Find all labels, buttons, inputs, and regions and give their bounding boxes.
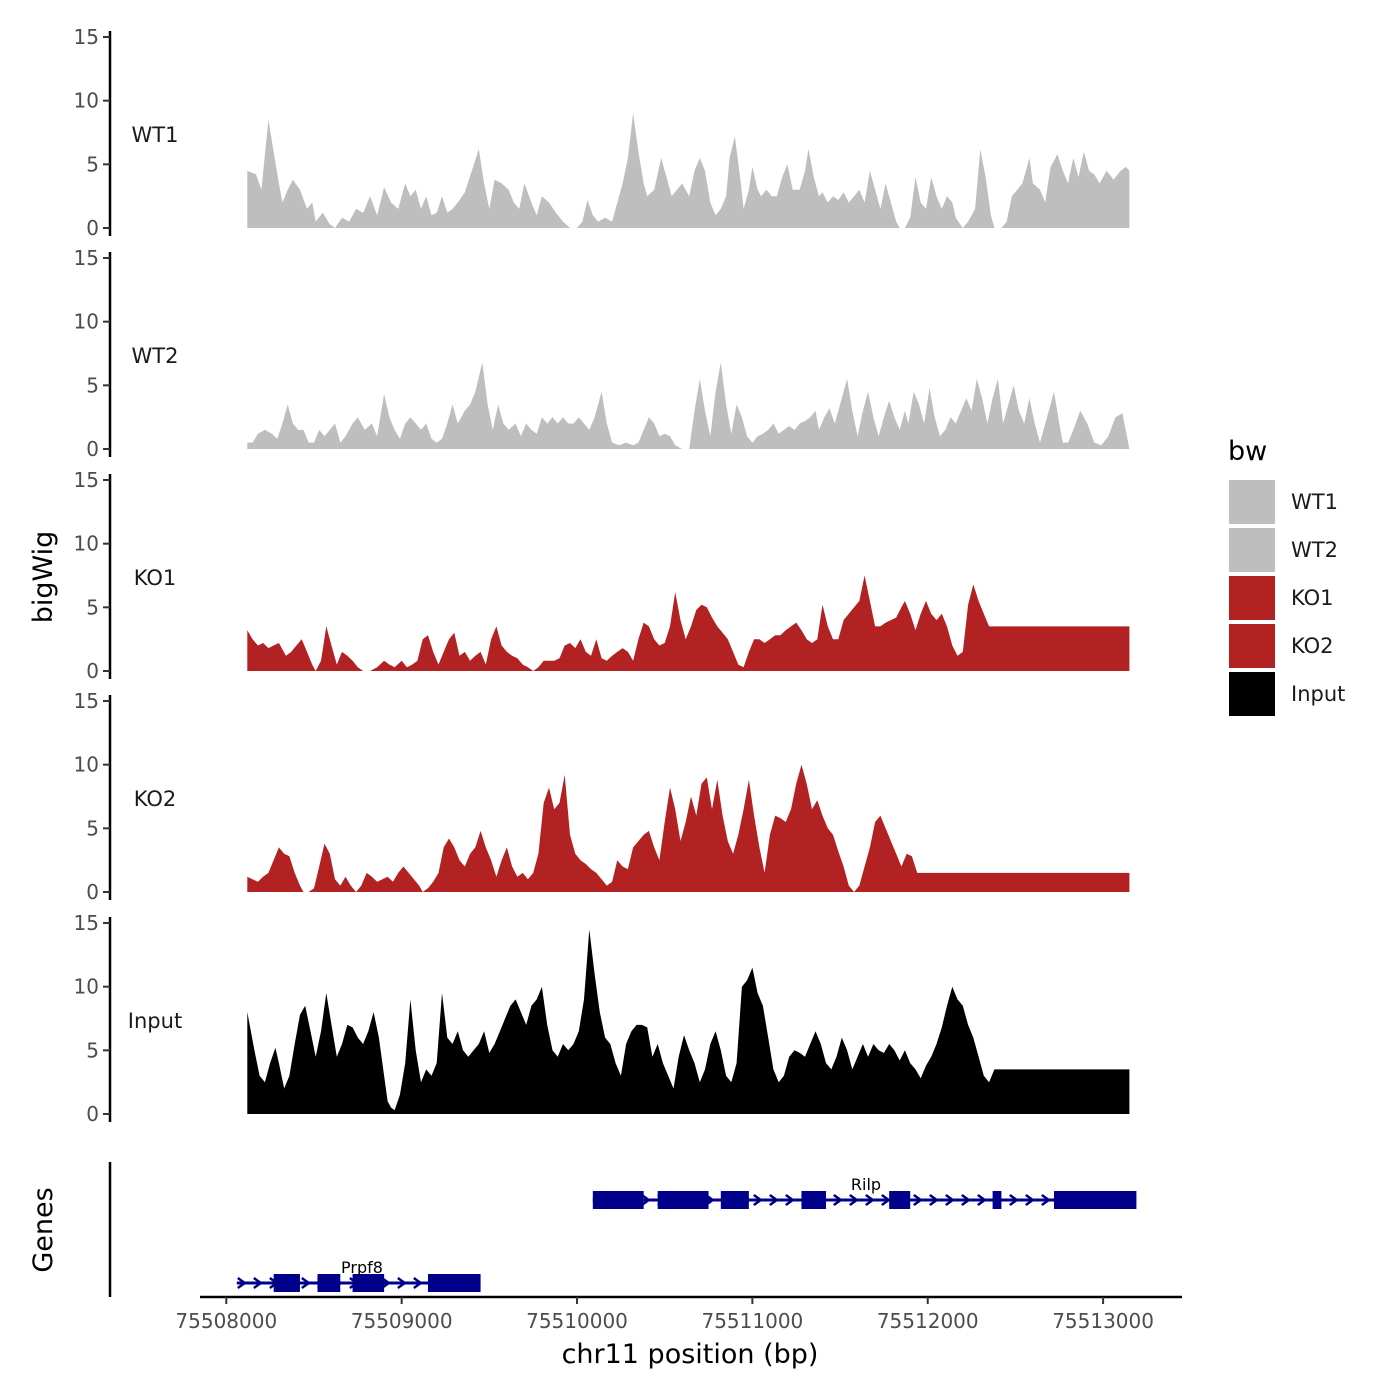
x-axis-title: chr11 position (bp) xyxy=(562,1339,819,1370)
exon-block xyxy=(1053,1191,1137,1209)
x-tick-label: 75509000 xyxy=(351,1309,453,1333)
legend-swatch-input xyxy=(1229,672,1275,716)
track-ko2: 0 5 10 15 KO2 xyxy=(74,689,1130,904)
strand-arrow xyxy=(929,1193,939,1207)
signal-tracks: 0 5 10 15 WT1 0 5 10 15 WT2 0 5 10 15 KO1 0 5 10 15 KO2 0 5 10… xyxy=(74,25,1130,1126)
strand-arrow xyxy=(301,1276,311,1290)
y-tick-label: 0 xyxy=(86,1102,99,1126)
strand-arrow xyxy=(849,1193,859,1207)
legend-label: WT1 xyxy=(1291,490,1338,514)
gene-rilp: Rilp xyxy=(592,1175,1137,1209)
strand-arrow xyxy=(945,1193,955,1207)
x-tick-label: 75512000 xyxy=(877,1309,979,1333)
area-wt1 xyxy=(247,113,1130,228)
y-tick-label: 10 xyxy=(74,975,99,999)
strand-arrow xyxy=(961,1193,971,1207)
track-label: WT1 xyxy=(132,123,179,147)
strand-arrow xyxy=(833,1193,843,1207)
strand-arrow xyxy=(753,1193,763,1207)
y-tick-label: 10 xyxy=(74,89,99,113)
legend-swatch-ko1 xyxy=(1229,576,1275,620)
strand-arrow xyxy=(865,1193,875,1207)
legend-swatch-wt1 xyxy=(1229,480,1275,524)
y-tick-label: 15 xyxy=(74,25,99,49)
exon-block xyxy=(992,1191,1002,1209)
strand-arrow xyxy=(1009,1193,1019,1207)
y-tick-label: 0 xyxy=(86,437,99,461)
y-tick-label: 15 xyxy=(74,911,99,935)
legend-title: bw xyxy=(1228,436,1267,467)
strand-arrow xyxy=(381,1276,391,1290)
legend-label: Input xyxy=(1291,682,1345,706)
strand-arrow xyxy=(237,1276,247,1290)
y-tick-label: 10 xyxy=(74,310,99,334)
exon-block xyxy=(889,1191,911,1209)
track-label: Input xyxy=(128,1009,182,1033)
gene-prpf8: Prpf8 xyxy=(236,1258,481,1292)
strand-arrow xyxy=(413,1276,423,1290)
legend-swatch-ko2 xyxy=(1229,624,1275,668)
track-ko1: 0 5 10 15 KO1 xyxy=(74,468,1130,683)
legend: bw WT1 WT2 KO1 KO2 Input xyxy=(1228,436,1345,716)
strand-arrow xyxy=(769,1193,779,1207)
exon-block xyxy=(592,1191,644,1209)
legend-label: WT2 xyxy=(1291,538,1338,562)
exon-block xyxy=(657,1191,709,1209)
strand-arrow xyxy=(913,1193,923,1207)
y-axis-title: bigWig xyxy=(28,531,59,624)
y-tick-label: 10 xyxy=(74,532,99,556)
area-input xyxy=(247,929,1130,1114)
x-tick-label: 75513000 xyxy=(1052,1309,1154,1333)
strand-arrow xyxy=(1025,1193,1035,1207)
y-tick-label: 10 xyxy=(74,753,99,777)
y-tick-label: 0 xyxy=(86,880,99,904)
track-label: KO2 xyxy=(134,787,177,811)
track-label: WT2 xyxy=(132,344,179,368)
y-tick-label: 15 xyxy=(74,468,99,492)
strand-arrow xyxy=(785,1193,795,1207)
exon-block xyxy=(273,1274,300,1292)
genes-track-title: Genes xyxy=(28,1187,59,1272)
track-wt2: 0 5 10 15 WT2 xyxy=(74,246,1130,461)
strand-arrow xyxy=(881,1193,891,1207)
y-tick-label: 0 xyxy=(86,216,99,240)
y-tick-label: 15 xyxy=(74,689,99,713)
gene-label: Rilp xyxy=(851,1175,881,1194)
x-tick-label: 75510000 xyxy=(526,1309,628,1333)
gene-annotation-track: Rilp Prpf8 xyxy=(108,1162,1137,1297)
strand-arrow xyxy=(253,1276,263,1290)
x-axis: 75508000 75509000 75510000 75511000 75512000… xyxy=(175,1295,1182,1333)
legend-label: KO1 xyxy=(1291,586,1334,610)
track-input: 0 5 10 15 Input xyxy=(74,911,1130,1126)
exon-block xyxy=(427,1274,481,1292)
y-tick-label: 15 xyxy=(74,246,99,270)
legend-swatch-wt2 xyxy=(1229,528,1275,572)
legend-label: KO2 xyxy=(1291,634,1334,658)
area-ko2 xyxy=(247,764,1130,892)
x-tick-label: 75508000 xyxy=(175,1309,277,1333)
exon-block xyxy=(352,1274,385,1292)
y-tick-label: 0 xyxy=(86,659,99,683)
y-tick-label: 5 xyxy=(86,373,99,397)
gene-label: Prpf8 xyxy=(341,1258,383,1277)
strand-arrow xyxy=(641,1193,651,1207)
exon-block xyxy=(317,1274,341,1292)
exon-block xyxy=(801,1191,827,1209)
y-tick-label: 5 xyxy=(86,595,99,619)
y-tick-label: 5 xyxy=(86,152,99,176)
area-ko1 xyxy=(247,575,1130,671)
x-tick-label: 75511000 xyxy=(701,1309,803,1333)
area-wt2 xyxy=(247,362,1130,449)
strand-arrow xyxy=(977,1193,987,1207)
y-tick-label: 5 xyxy=(86,1038,99,1062)
y-tick-label: 5 xyxy=(86,816,99,840)
track-label: KO1 xyxy=(134,566,177,590)
exon-block xyxy=(720,1191,749,1209)
strand-arrow xyxy=(397,1276,407,1290)
strand-arrow xyxy=(1041,1193,1051,1207)
track-wt1: 0 5 10 15 WT1 xyxy=(74,25,1130,240)
